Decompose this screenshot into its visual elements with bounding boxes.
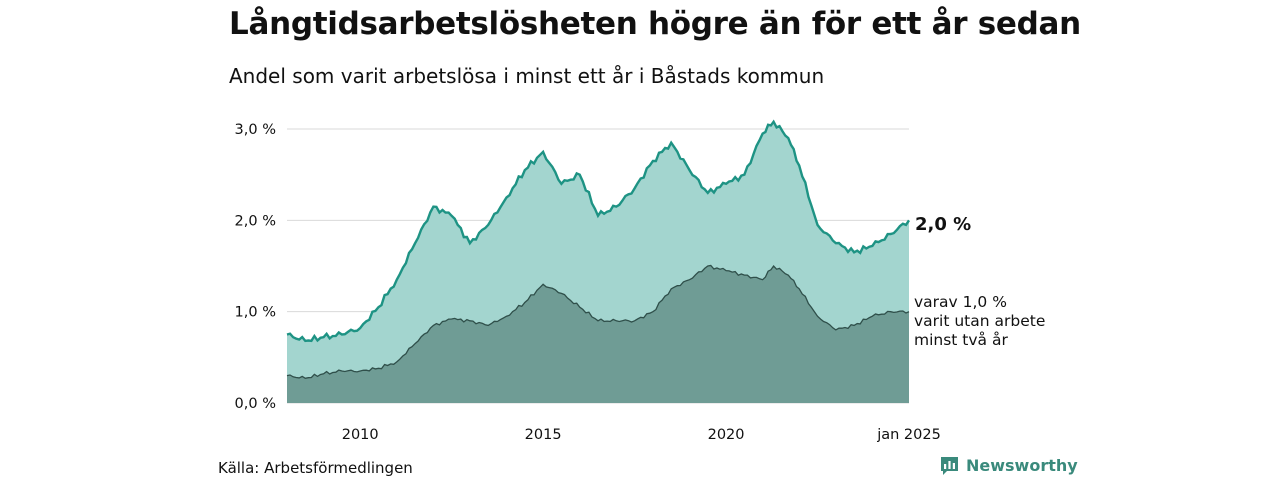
- brand-name: Newsworthy: [966, 456, 1078, 475]
- sub-line: [286, 264, 910, 379]
- chart-subtitle: Andel som varit arbetslösa i minst ett å…: [229, 64, 825, 88]
- brand-logo: Newsworthy: [939, 455, 1078, 476]
- y-tick-label: 3,0 %: [235, 122, 276, 138]
- x-tick-label: 2010: [342, 427, 379, 443]
- total-line: [286, 119, 911, 343]
- newsworthy-logo-icon: [941, 457, 958, 475]
- y-tick-label: 0,0 %: [235, 396, 276, 412]
- source-note: Källa: Arbetsförmedlingen: [218, 459, 413, 477]
- chart-title: Långtidsarbetslösheten högre än för ett …: [229, 6, 1081, 42]
- sub-area: [287, 265, 909, 403]
- x-tick-label: jan 2025: [876, 427, 941, 443]
- total-end-label: 2,0 %: [915, 214, 971, 235]
- y-tick-label: 2,0 %: [235, 213, 276, 229]
- x-tick-label: 2020: [708, 427, 745, 443]
- sub-end-label: varav 1,0 % varit utan arbete minst två år: [914, 293, 1045, 349]
- y-tick-label: 1,0 %: [235, 305, 276, 321]
- x-tick-label: 2015: [525, 427, 562, 443]
